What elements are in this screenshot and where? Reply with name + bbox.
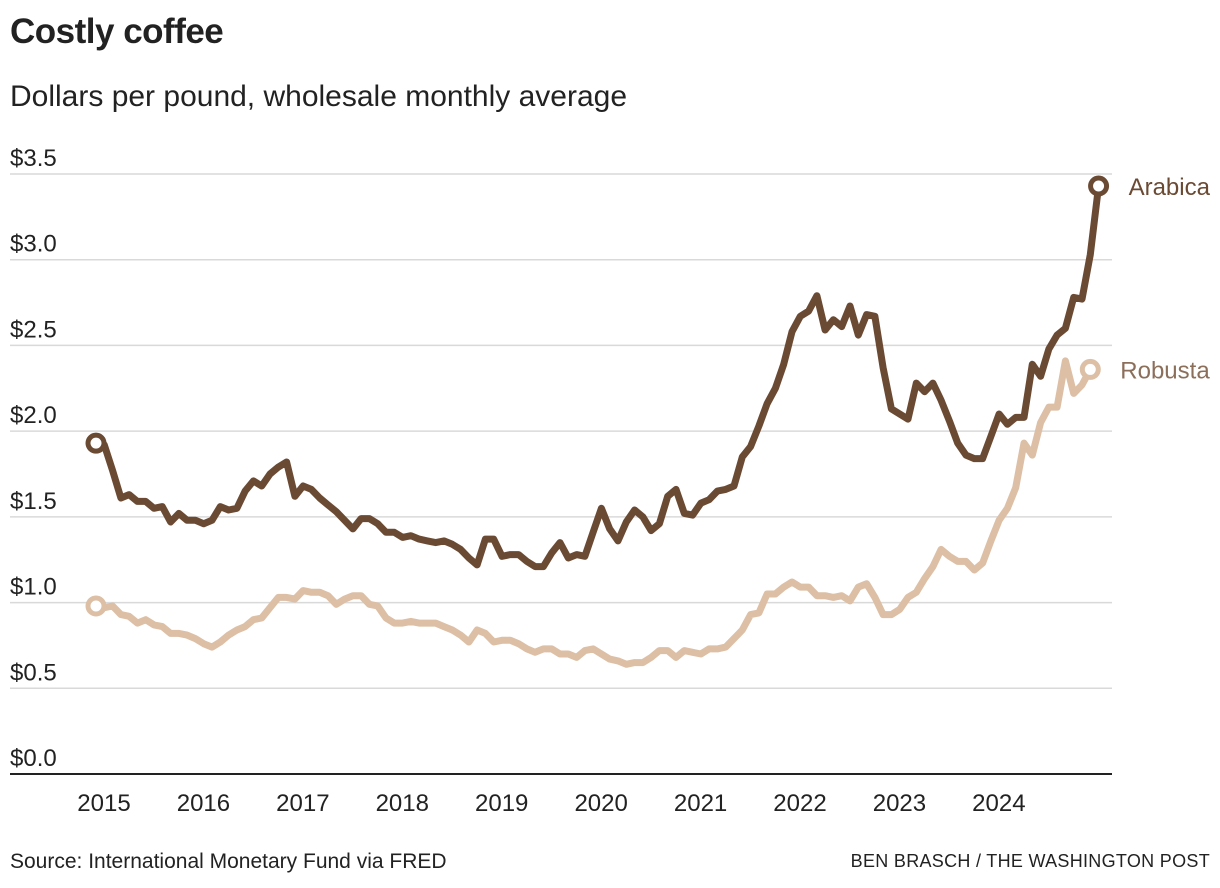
y-tick-label: $1.0 [10,574,57,601]
y-tick-label: $3.5 [10,145,57,172]
start-marker-robusta [85,595,107,617]
series-label-robusta: Robusta [1120,357,1210,384]
x-tick-label: 2018 [376,790,429,817]
x-tick-label: 2023 [873,790,926,817]
start-marker-arabica [85,432,107,454]
chart-title: Costly coffee [10,12,224,51]
series-lines [85,175,1110,668]
y-tick-label: $0.5 [10,659,57,686]
series-line-robusta [92,357,1094,668]
series-label-arabica: Arabica [1129,174,1211,201]
x-tick-label: 2022 [773,790,826,817]
x-tick-label: 2019 [475,790,528,817]
end-marker-robusta [1079,358,1101,380]
y-axis-tick-labels: $3.5 $3.0 $2.5 $2.0 $1.5 $1.0 $0.5 $0.0 [10,145,57,772]
y-tick-label: $2.0 [10,402,57,429]
series-line-arabica [92,182,1103,571]
credit-note: BEN BRASCH / THE WASHINGTON POST [850,851,1210,871]
x-axis-tick-labels: 2015 2016 2017 2018 2019 2020 2021 2022 2023 2024 [77,790,1025,817]
x-tick-label: 2016 [177,790,230,817]
gridlines [10,173,1112,690]
y-tick-label: $2.5 [10,316,57,343]
x-tick-label: 2024 [972,790,1025,817]
y-tick-label: $3.0 [10,231,57,258]
x-tick-label: 2015 [77,790,130,817]
chart-subtitle: Dollars per pound, wholesale monthly ave… [10,80,628,113]
end-marker-arabica [1088,175,1110,197]
x-tick-label: 2017 [276,790,329,817]
series-labels: Robusta Arabica [1120,174,1210,384]
y-tick-label: $0.0 [10,745,57,772]
x-tick-label: 2021 [674,790,727,817]
source-note: Source: International Monetary Fund via … [10,850,447,873]
y-tick-label: $1.5 [10,488,57,515]
x-tick-label: 2020 [574,790,627,817]
